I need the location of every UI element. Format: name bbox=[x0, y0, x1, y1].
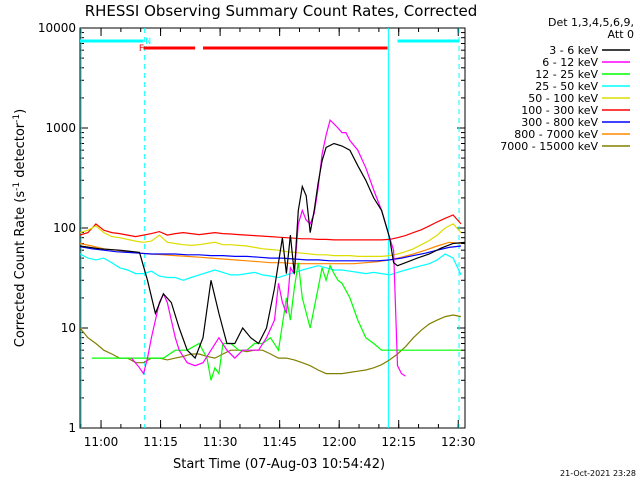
series-line bbox=[80, 142, 465, 360]
y-axis-label-part-3: ) bbox=[13, 109, 28, 114]
legend-label: 50 - 100 keV bbox=[528, 92, 598, 105]
series-layer bbox=[80, 118, 465, 381]
y-axis-label-exp-2: -1 bbox=[12, 114, 22, 123]
y-axis-label-exp-1: -1 bbox=[12, 182, 22, 191]
legend-label: 25 - 50 keV bbox=[535, 80, 598, 93]
x-tick-label: 11:30 bbox=[203, 435, 238, 449]
legend-label: 12 - 25 keV bbox=[535, 68, 598, 81]
y-tick-label: 10 bbox=[61, 321, 76, 335]
x-tick-label: 12:00 bbox=[322, 435, 357, 449]
y-tick-label: 1 bbox=[68, 421, 76, 435]
y-tick-label: 10000 bbox=[38, 21, 76, 35]
footer-timestamp: 21-Oct-2021 23:28 bbox=[560, 469, 636, 478]
y-tick-label: 1000 bbox=[45, 121, 76, 135]
y-axis-label-part-2: detector bbox=[13, 122, 28, 182]
flare-flag-label: F bbox=[139, 44, 144, 54]
x-tick-label: 11:15 bbox=[143, 435, 178, 449]
y-tick-label: 100 bbox=[53, 221, 76, 235]
x-tick-label: 11:00 bbox=[84, 435, 119, 449]
series-line bbox=[80, 223, 462, 257]
legend-label: 100 - 300 keV bbox=[521, 104, 598, 117]
x-tick-label: 11:45 bbox=[262, 435, 297, 449]
y-axis-label: Corrected Count Rate (s-1 detector-1) bbox=[12, 109, 28, 347]
legend-label: 7000 - 15000 keV bbox=[500, 140, 598, 153]
x-tick-label: 12:15 bbox=[381, 435, 416, 449]
legend-label: 6 - 12 keV bbox=[542, 56, 598, 69]
series-line bbox=[80, 253, 462, 281]
legend-label: 3 - 6 keV bbox=[549, 44, 598, 57]
legend-label: 800 - 7000 keV bbox=[514, 128, 598, 141]
legend-header-line-1: Det 1,3,4,5,6,9, bbox=[548, 16, 634, 29]
chart-title: RHESSI Observing Summary Count Rates, Co… bbox=[85, 2, 478, 20]
plot-area: 1 10 100 1000 10000 11:00 11:15 11:30 11:45 12:0… bbox=[38, 21, 476, 449]
x-tick-label: 12:30 bbox=[441, 435, 476, 449]
legend-label: 300 - 800 keV bbox=[521, 116, 598, 129]
x-axis-label: Start Time (07-Aug-03 10:54:42) bbox=[173, 457, 385, 472]
x-axis-ticks: 11:00 11:15 11:30 11:45 12:00 12:15 12:30 bbox=[80, 28, 476, 449]
legend-header-line-2: Att 0 bbox=[608, 28, 634, 41]
y-axis-label-part-1: Corrected Count Rate (s bbox=[13, 191, 28, 348]
series-line bbox=[131, 118, 406, 377]
saa-flag-label: N bbox=[145, 37, 150, 47]
series-line bbox=[80, 214, 462, 241]
series-line bbox=[91, 262, 461, 381]
series-line bbox=[80, 245, 462, 262]
